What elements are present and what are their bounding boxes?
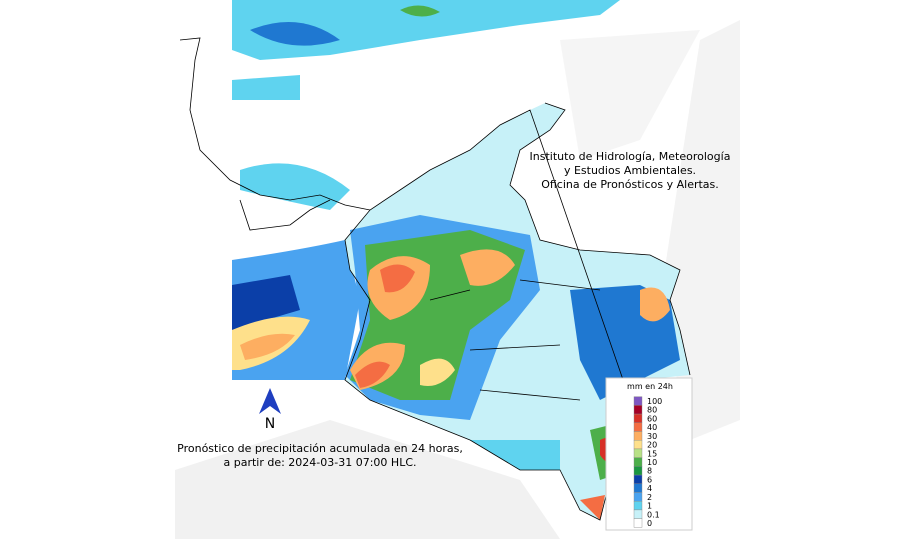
north-arrow: N: [259, 388, 281, 432]
institution-line: Oficina de Pronósticos y Alertas.: [541, 178, 719, 191]
legend-label: 6: [647, 475, 652, 484]
legend-label: 4: [647, 484, 652, 493]
legend-box: [605, 377, 693, 531]
legend-label: 0.1: [647, 510, 660, 519]
precipitation-field: [232, 0, 690, 520]
legend-label: 1: [647, 502, 652, 511]
legend-label: 10: [647, 458, 657, 467]
legend-label: 2: [647, 493, 652, 502]
legend-swatch: [633, 474, 643, 484]
caption-line: Pronóstico de precipitación acumulada en…: [177, 442, 463, 455]
legend-swatch: [633, 483, 643, 493]
legend-label: 8: [647, 467, 652, 476]
legend-title: mm en 24h: [627, 382, 673, 391]
institution-line: Instituto de Hidrología, Meteorología: [530, 150, 731, 163]
legend-label: 20: [647, 441, 657, 450]
legend-swatch: [633, 440, 643, 450]
legend-label: 80: [647, 406, 657, 415]
legend-swatch: [633, 422, 643, 432]
caption-line: a partir de: 2024-03-31 07:00 HLC.: [223, 456, 416, 469]
legend-label: 30: [647, 432, 657, 441]
legend-swatch: [633, 431, 643, 441]
legend-label: 40: [647, 423, 657, 432]
legend-swatch: [633, 405, 643, 415]
legend-label: 15: [647, 449, 657, 458]
legend-label: 100: [647, 397, 662, 406]
legend-swatch: [633, 492, 643, 502]
legend-label: 0: [647, 519, 652, 528]
legend-swatch: [633, 457, 643, 467]
legend-swatch: [633, 448, 643, 458]
institution-line: y Estudios Ambientales.: [564, 164, 696, 177]
caption: Pronóstico de precipitación acumulada en…: [177, 442, 463, 469]
legend-swatch: [633, 396, 643, 406]
north-label: N: [265, 416, 275, 432]
legend-label: 60: [647, 414, 657, 423]
legend-swatch: [633, 466, 643, 476]
legend-swatch: [633, 413, 643, 423]
legend-swatch: [633, 509, 643, 519]
legend-swatch: [633, 518, 643, 528]
boundaries: [179, 37, 691, 521]
legend-swatch: [633, 501, 643, 511]
